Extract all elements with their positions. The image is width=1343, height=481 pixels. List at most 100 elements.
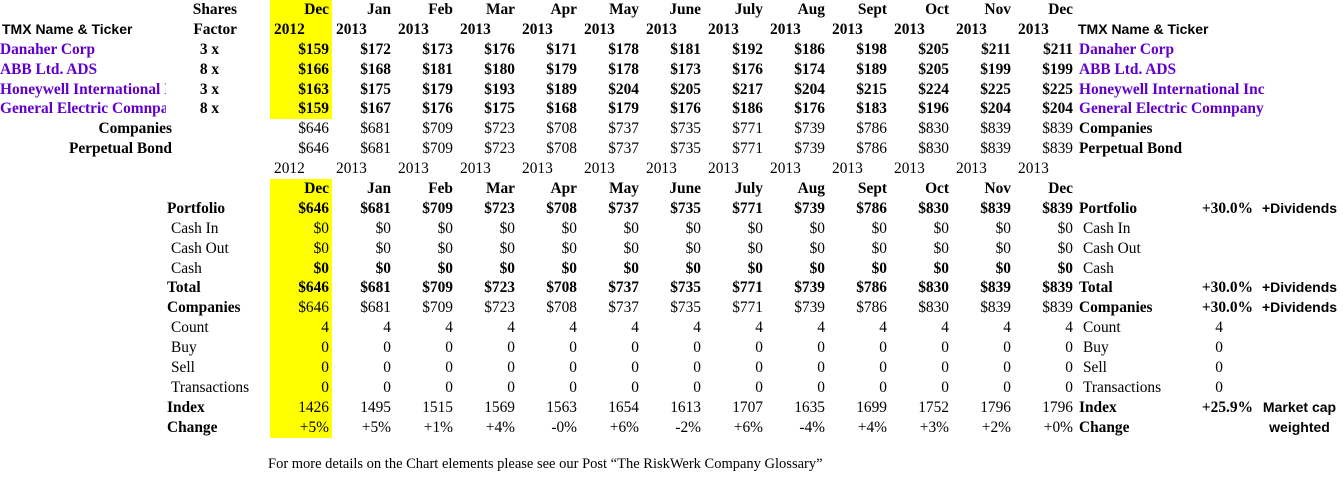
month-header: Feb xyxy=(428,1,453,18)
row-value: +2% xyxy=(981,418,1011,436)
row-value: $0 xyxy=(437,259,453,277)
row-value: $646 xyxy=(270,198,332,219)
row-value: 4 xyxy=(817,319,825,337)
company-value: $179 xyxy=(422,80,453,98)
month-header: July xyxy=(734,180,763,198)
row-value: 0 xyxy=(941,378,949,396)
company-value: $186 xyxy=(794,40,825,58)
row-value: $0 xyxy=(933,219,949,237)
company-value: $172 xyxy=(360,40,391,58)
month-header: Aug xyxy=(797,1,825,18)
row-value: $735 xyxy=(670,279,701,297)
extra-value: 0 xyxy=(1215,378,1223,396)
company-name-right: Danaher Corp xyxy=(1079,40,1175,58)
company-value: $193 xyxy=(484,80,515,98)
year-header: 2013 xyxy=(646,160,677,178)
row-value: $839 xyxy=(980,279,1011,297)
row-value: $708 xyxy=(546,279,577,297)
company-value: $174 xyxy=(794,60,825,78)
row-value: $709 xyxy=(422,199,453,217)
company-value: $189 xyxy=(546,80,577,98)
row-value: 0 xyxy=(569,339,577,357)
pct-value: +30.0% xyxy=(1201,299,1253,317)
pct-value: +30.0% xyxy=(1201,199,1253,217)
row-label: Buy xyxy=(171,339,197,357)
row-value: $830 xyxy=(918,199,949,217)
row-label: Change xyxy=(167,418,218,436)
year-header: 2013 xyxy=(336,160,367,178)
row-value: 0 xyxy=(1065,359,1073,377)
row-value: 0 xyxy=(817,359,825,377)
row-value: $839 xyxy=(1042,199,1073,217)
year-header: 2013 xyxy=(584,160,615,178)
row-value: $0 xyxy=(375,219,391,237)
row-value: $839 xyxy=(1042,299,1073,317)
row-value: 4 xyxy=(1003,319,1011,337)
company-value: $186 xyxy=(732,100,763,118)
row-value: 0 xyxy=(445,378,453,396)
summary-value: $786 xyxy=(856,120,887,138)
company-value: $215 xyxy=(856,80,887,98)
row-value: $0 xyxy=(933,239,949,257)
row-value: $839 xyxy=(1042,279,1073,297)
year-header: 2013 xyxy=(1018,20,1049,38)
row-value: $0 xyxy=(995,259,1011,277)
summary-value: $681 xyxy=(360,120,391,138)
company-value: $205 xyxy=(918,40,949,58)
row-value: $0 xyxy=(809,259,825,277)
row-value: $709 xyxy=(422,299,453,317)
year-header: 2013 xyxy=(1018,160,1049,178)
company-value: $179 xyxy=(546,60,577,78)
company-value: $176 xyxy=(732,60,763,78)
company-value: $175 xyxy=(360,80,391,98)
year-header: 2013 xyxy=(894,160,925,178)
row-value: $723 xyxy=(484,279,515,297)
company-value: $199 xyxy=(980,60,1011,78)
company-value: $204 xyxy=(980,100,1011,118)
row-value: $681 xyxy=(360,299,391,317)
summary-value: $646 xyxy=(298,120,329,138)
row-label-right: Portfolio xyxy=(1079,199,1138,217)
summary-value: $737 xyxy=(608,140,639,158)
summary-value: $723 xyxy=(484,120,515,138)
company-value: $224 xyxy=(918,80,949,98)
row-value: 1563 xyxy=(546,398,577,416)
row-label: Sell xyxy=(171,359,195,377)
row-value: $0 xyxy=(499,219,515,237)
summary-value: $709 xyxy=(422,140,453,158)
company-value: $180 xyxy=(484,60,515,78)
row-value: 1613 xyxy=(670,398,701,416)
pct-note: +Dividends xyxy=(1261,279,1338,296)
row-label-right: Change xyxy=(1079,418,1130,436)
company-value: $199 xyxy=(1042,60,1073,78)
company-value: $205 xyxy=(670,80,701,98)
company-value: $183 xyxy=(856,100,887,118)
row-label: Cash Out xyxy=(171,239,229,257)
shares-factor: 8 x xyxy=(199,60,220,78)
row-value: 0 xyxy=(1065,339,1073,357)
row-value: +5% xyxy=(361,418,391,436)
row-value: 0 xyxy=(507,378,515,396)
row-value: 1495 xyxy=(360,398,391,416)
month-header: May xyxy=(609,1,639,18)
company-value: $198 xyxy=(856,40,887,58)
shares-factor: 3 x xyxy=(199,80,220,98)
month-header: Apr xyxy=(550,180,577,198)
row-value: 0 xyxy=(693,378,701,396)
row-value: $0 xyxy=(270,238,332,259)
row-value: $786 xyxy=(856,279,887,297)
row-value: 0 xyxy=(755,359,763,377)
row-value: 0 xyxy=(817,378,825,396)
month-header: Sept xyxy=(857,1,887,18)
summary-label: Perpetual Bond xyxy=(68,140,172,158)
summary-value: $646 xyxy=(298,140,329,158)
row-value: 1796 xyxy=(980,398,1011,416)
row-label-right: Index xyxy=(1079,398,1117,416)
row-value: $0 xyxy=(871,219,887,237)
row-value: $771 xyxy=(732,279,763,297)
row-value: +4% xyxy=(485,418,515,436)
year-header: 2013 xyxy=(832,20,863,38)
row-value: $771 xyxy=(732,199,763,217)
year-header: 2013 xyxy=(894,20,925,38)
company-value: $178 xyxy=(608,60,639,78)
